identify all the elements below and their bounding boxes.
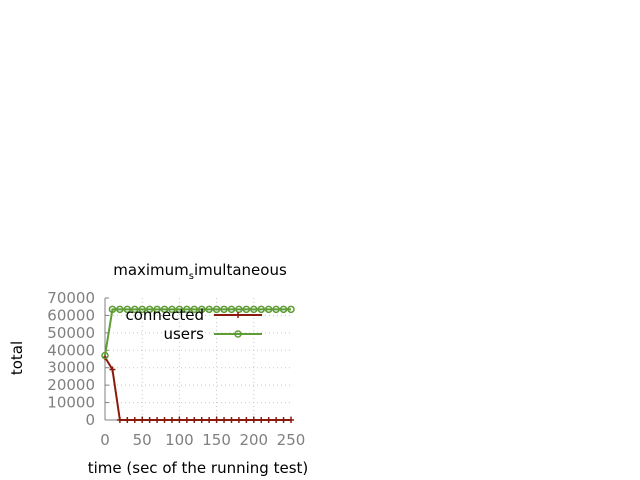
data-point-users — [131, 305, 139, 314]
y-tick-label: 60000 — [47, 306, 95, 324]
data-point-connected — [198, 417, 205, 423]
data-point-connected — [139, 417, 146, 423]
data-point-users — [227, 305, 236, 314]
y-tick-label: 10000 — [47, 394, 95, 412]
data-point-connected — [265, 417, 272, 423]
x-tick-label: 150 — [202, 431, 231, 449]
data-point-users — [183, 305, 191, 314]
chart-title: maximumsimultaneous — [113, 261, 287, 282]
data-point-users — [235, 305, 243, 314]
data-point-connected — [288, 417, 294, 423]
data-point-connected — [116, 417, 123, 423]
data-point-connected — [235, 312, 241, 318]
data-point-users — [257, 305, 265, 314]
data-point-users — [242, 305, 251, 314]
series-users — [101, 305, 295, 360]
data-point-users — [264, 305, 273, 314]
data-point-connected — [154, 417, 161, 423]
x-axis-label: time (sec of the running test) — [88, 459, 309, 477]
data-point-users — [116, 305, 124, 314]
data-point-connected — [183, 417, 190, 423]
data-point-users — [138, 305, 146, 314]
data-point-users — [212, 305, 221, 314]
y-tick-label: 0 — [85, 411, 95, 429]
data-point-users — [234, 330, 242, 338]
data-point-connected — [280, 417, 287, 423]
data-point-connected — [161, 417, 168, 423]
data-point-connected — [235, 417, 242, 423]
series-line-connected — [104, 356, 291, 421]
x-tick-label: 200 — [239, 431, 268, 449]
y-tick-label: 70000 — [47, 289, 95, 307]
y-tick-label: 50000 — [47, 324, 95, 342]
data-point-connected — [273, 417, 280, 423]
data-point-users — [287, 305, 295, 314]
data-point-connected — [168, 417, 175, 423]
series-connected — [102, 354, 294, 423]
data-point-users — [160, 305, 169, 314]
data-point-connected — [191, 417, 198, 423]
legend-item-users: users — [163, 325, 262, 343]
y-axis-label: total — [8, 341, 26, 375]
data-point-users — [272, 305, 280, 314]
x-tick-label: 50 — [133, 431, 152, 449]
x-tick-label: 250 — [277, 431, 306, 449]
data-point-users — [145, 305, 154, 314]
series — [101, 305, 295, 423]
data-point-users — [175, 305, 184, 314]
data-point-users — [123, 305, 132, 314]
legend-label-connected: connected — [125, 306, 204, 324]
data-point-connected — [221, 417, 228, 423]
x-tick-label: 100 — [165, 431, 194, 449]
legend-item-connected: connected — [125, 306, 262, 324]
data-point-users — [279, 305, 288, 314]
x-tick-labels: 0 50 100 150 200 250 — [100, 431, 305, 449]
data-point-users — [153, 305, 161, 314]
data-point-connected — [131, 417, 138, 423]
data-point-users — [220, 305, 228, 314]
data-point-connected — [243, 417, 250, 423]
data-point-connected — [109, 366, 116, 373]
grid — [105, 298, 291, 420]
data-point-connected — [258, 417, 265, 423]
data-point-connected — [146, 417, 153, 423]
data-point-users — [250, 305, 258, 314]
data-point-connected — [176, 417, 183, 423]
data-point-users — [205, 305, 213, 314]
data-point-connected — [228, 417, 235, 423]
data-point-connected — [124, 417, 131, 423]
data-point-connected — [213, 417, 220, 423]
data-point-users — [108, 305, 117, 314]
y-tick-label: 20000 — [47, 376, 95, 394]
data-point-users — [101, 351, 109, 360]
data-point-users — [168, 305, 176, 314]
data-point-users — [190, 305, 199, 314]
data-point-users — [197, 305, 206, 314]
x-tick-label: 0 — [100, 431, 110, 449]
data-point-connected — [250, 417, 257, 423]
legend-label-users: users — [163, 325, 204, 343]
y-tick-label: 30000 — [47, 359, 95, 377]
data-point-connected — [206, 417, 213, 423]
y-tick-label: 40000 — [47, 341, 95, 359]
